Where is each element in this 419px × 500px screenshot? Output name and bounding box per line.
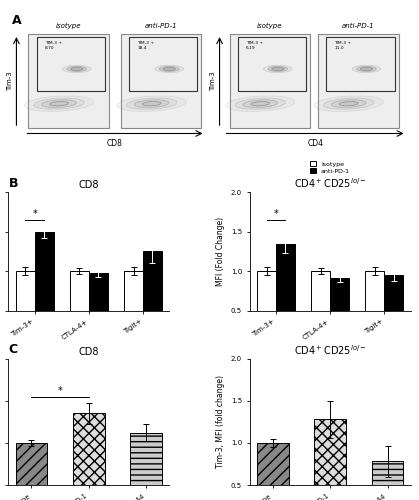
Ellipse shape <box>49 102 69 106</box>
Text: *: * <box>32 209 37 219</box>
Text: C: C <box>8 343 18 356</box>
Bar <box>35 232 54 350</box>
Ellipse shape <box>339 102 358 106</box>
Ellipse shape <box>159 66 179 71</box>
Text: anti-PD-1: anti-PD-1 <box>342 23 375 29</box>
Text: TIM-3 +
11.0: TIM-3 + 11.0 <box>334 42 352 50</box>
Ellipse shape <box>264 65 292 72</box>
Ellipse shape <box>225 96 295 112</box>
Ellipse shape <box>352 65 381 72</box>
Text: Tim-3: Tim-3 <box>210 72 217 91</box>
Ellipse shape <box>357 66 376 71</box>
Title: CD4$^+$CD25$^{lo/-}$: CD4$^+$CD25$^{lo/-}$ <box>294 342 367 356</box>
Bar <box>16 443 47 500</box>
Ellipse shape <box>155 65 184 72</box>
Bar <box>257 443 289 500</box>
Ellipse shape <box>62 65 91 72</box>
Bar <box>365 271 384 350</box>
Text: *: * <box>58 386 62 396</box>
Text: CD4: CD4 <box>308 139 324 148</box>
Ellipse shape <box>251 102 270 106</box>
Text: Tim-3: Tim-3 <box>8 72 13 91</box>
Ellipse shape <box>24 96 94 112</box>
Text: TIM-3 +
18.4: TIM-3 + 18.4 <box>137 42 154 50</box>
Ellipse shape <box>323 98 374 110</box>
Text: anti-PD-1: anti-PD-1 <box>145 23 178 29</box>
FancyBboxPatch shape <box>121 34 202 128</box>
Ellipse shape <box>70 68 83 70</box>
Text: B: B <box>8 176 18 190</box>
Text: CD8: CD8 <box>107 139 123 148</box>
Text: A: A <box>13 14 22 27</box>
Ellipse shape <box>142 102 161 106</box>
Ellipse shape <box>235 98 285 110</box>
Text: isotype: isotype <box>257 22 282 29</box>
Bar <box>330 278 349 350</box>
Bar <box>70 271 89 350</box>
Ellipse shape <box>134 100 169 108</box>
Bar <box>73 414 105 500</box>
Ellipse shape <box>42 100 76 108</box>
Bar <box>311 271 330 350</box>
Ellipse shape <box>163 68 176 70</box>
Legend: isotype, anti-PD-1: isotype, anti-PD-1 <box>308 160 351 175</box>
Bar <box>124 271 143 350</box>
Ellipse shape <box>117 96 186 112</box>
Text: *: * <box>274 209 278 219</box>
Bar <box>384 275 403 350</box>
Title: CD8: CD8 <box>79 346 99 356</box>
Title: CD4$^+$CD25$^{lo/-}$: CD4$^+$CD25$^{lo/-}$ <box>294 176 367 190</box>
Ellipse shape <box>360 68 372 70</box>
FancyBboxPatch shape <box>230 34 310 128</box>
FancyBboxPatch shape <box>28 34 109 128</box>
Text: isotype: isotype <box>56 22 81 29</box>
Bar <box>257 271 276 350</box>
Ellipse shape <box>331 100 366 108</box>
Bar <box>314 420 346 500</box>
Ellipse shape <box>34 98 84 110</box>
FancyBboxPatch shape <box>318 34 398 128</box>
Y-axis label: Tim-3, MFI (fold change): Tim-3, MFI (fold change) <box>216 376 225 468</box>
Text: TIM-3 +
6.19: TIM-3 + 6.19 <box>246 42 263 50</box>
Bar <box>276 244 295 350</box>
Ellipse shape <box>272 68 284 70</box>
Title: CD8: CD8 <box>79 180 99 190</box>
Text: TIM-3 +
8.70: TIM-3 + 8.70 <box>45 42 62 50</box>
Ellipse shape <box>127 98 177 110</box>
Y-axis label: MFI (Fold Change): MFI (Fold Change) <box>216 217 225 286</box>
Bar <box>143 252 162 350</box>
Ellipse shape <box>268 66 288 71</box>
Ellipse shape <box>243 100 277 108</box>
Bar <box>16 271 35 350</box>
Bar <box>89 273 108 350</box>
Ellipse shape <box>314 96 383 112</box>
Ellipse shape <box>67 66 87 71</box>
Bar <box>130 433 162 500</box>
Bar <box>372 462 403 500</box>
